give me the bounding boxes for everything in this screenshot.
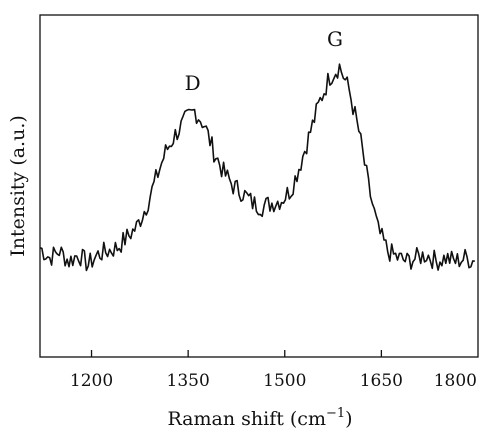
x-tick-label: 1800 [434, 371, 477, 391]
x-tick-label: 1650 [360, 371, 403, 391]
y-axis-title: Intensity (a.u.) [7, 115, 29, 257]
x-tick-label: 1200 [70, 371, 113, 391]
x-tick-label: 1350 [167, 371, 210, 391]
x-tick-label: 1500 [263, 371, 306, 391]
peak-label-g: G [327, 27, 343, 51]
spectrum-line [39, 63, 475, 272]
peak-label-d: D [185, 71, 201, 95]
x-axis-title: Raman shift (cm−1) [167, 406, 352, 430]
plot-frame [39, 14, 479, 358]
